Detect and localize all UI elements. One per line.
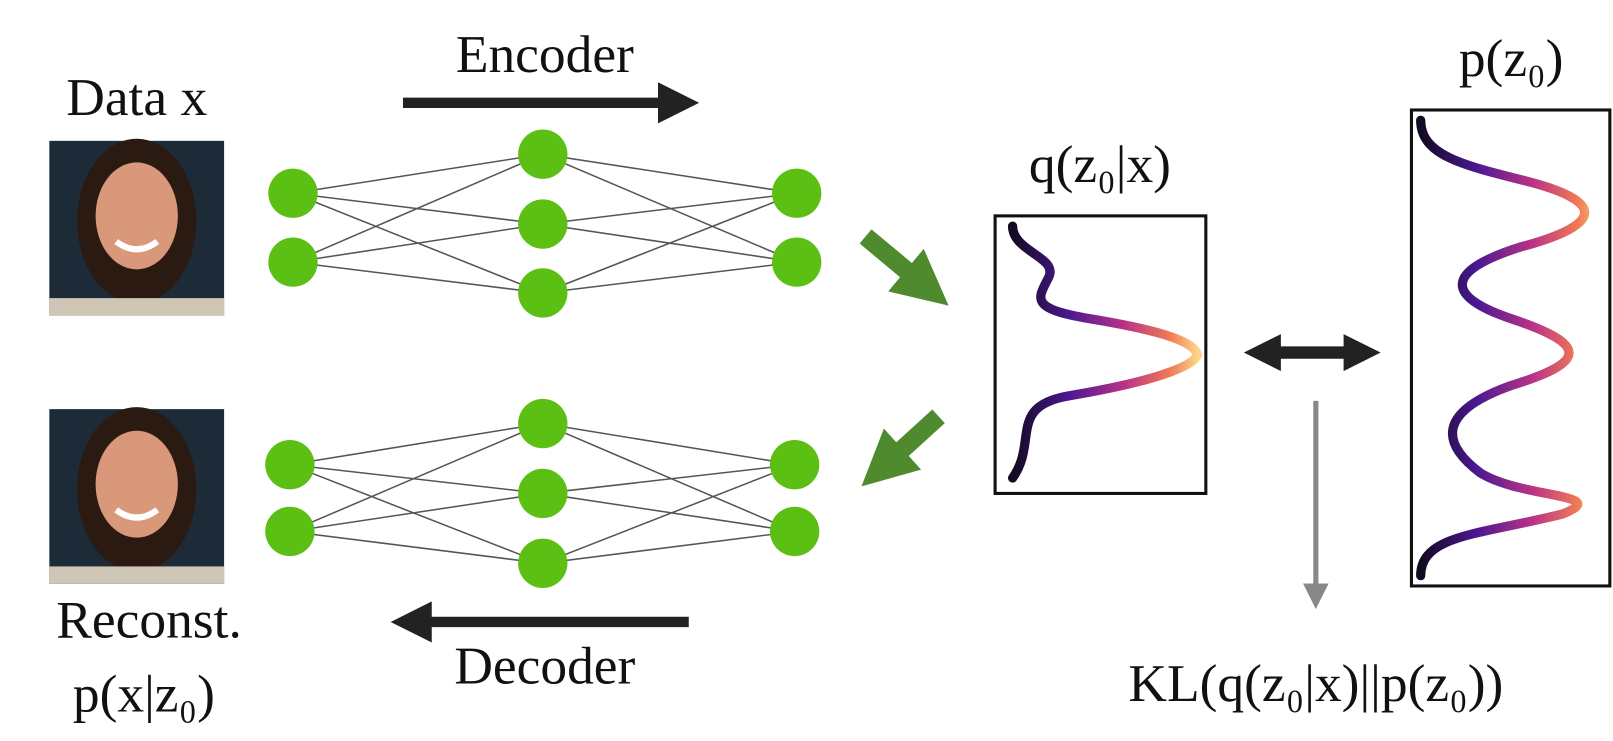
connection: [543, 493, 795, 531]
neuron: [265, 440, 314, 489]
neuron: [518, 130, 567, 179]
neuron: [268, 169, 317, 218]
neuron: [265, 507, 314, 556]
neuron: [518, 539, 567, 588]
neuron: [772, 169, 821, 218]
connection: [290, 424, 543, 465]
connection: [543, 424, 795, 532]
neuron: [518, 399, 567, 448]
input-image: [49, 139, 224, 316]
connection: [290, 493, 543, 531]
prior-label: p(z₀): [1459, 28, 1564, 88]
diagram: Data x Encoder q(z₀|x) p(z₀) Reconst. p(…: [0, 0, 1613, 741]
neuron: [772, 237, 821, 286]
connection: [543, 154, 797, 193]
decoder-label: Decoder: [454, 636, 635, 696]
networks: [265, 130, 821, 588]
neuron: [518, 268, 567, 317]
neuron: [770, 507, 819, 556]
posterior-label: q(z₀|x): [1029, 134, 1171, 194]
page: {"labels": { "data": "Data x", "encoder"…: [0, 0, 1613, 741]
reconstructed-image: [49, 407, 224, 584]
connection: [290, 424, 543, 532]
likelihood-label: p(x|z₀): [73, 663, 215, 723]
neuron: [770, 440, 819, 489]
kl-label: KL(q(z₀|x)||p(z₀)): [1128, 653, 1503, 713]
neuron: [268, 237, 317, 286]
prior-curve: [1421, 120, 1585, 575]
connection: [293, 224, 543, 262]
content: Data x Encoder q(z₀|x) p(z₀) Reconst. p(…: [49, 24, 1610, 723]
neuron: [518, 469, 567, 518]
posterior-curve: [1013, 226, 1198, 478]
neuron: [518, 199, 567, 248]
data-label: Data x: [66, 67, 207, 127]
from-latent-arrow: [882, 416, 939, 467]
connection: [290, 531, 543, 563]
connection: [543, 531, 795, 563]
connection: [543, 424, 795, 465]
to-latent-arrow: [866, 236, 928, 287]
connection: [293, 154, 543, 193]
reconst-label: Reconst.: [56, 589, 242, 649]
encoder-label: Encoder: [456, 24, 634, 84]
